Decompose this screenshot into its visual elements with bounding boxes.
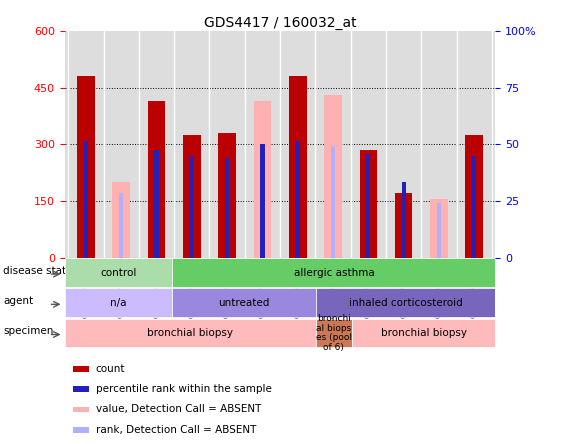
Bar	[148, 101, 166, 258]
Bar	[367, 154, 370, 258]
Bar	[316, 288, 495, 317]
Bar	[324, 95, 342, 258]
Title: GDS4417 / 160032_at: GDS4417 / 160032_at	[204, 16, 356, 30]
Bar	[225, 158, 229, 258]
Bar	[466, 135, 483, 258]
Text: disease state: disease state	[3, 266, 73, 276]
Text: bronchial biopsy: bronchial biopsy	[381, 328, 467, 338]
Bar	[65, 318, 316, 348]
Text: n/a: n/a	[110, 298, 127, 308]
Bar	[253, 101, 271, 258]
Bar	[154, 150, 159, 258]
Text: control: control	[100, 268, 137, 278]
Bar	[65, 258, 172, 287]
Text: value, Detection Call = ABSENT: value, Detection Call = ABSENT	[96, 404, 261, 414]
Text: bronchial biopsy: bronchial biopsy	[148, 328, 234, 338]
Bar	[119, 194, 123, 258]
Bar	[430, 199, 448, 258]
Bar	[65, 288, 172, 317]
Bar	[218, 133, 236, 258]
Bar	[73, 427, 89, 432]
Bar	[73, 386, 89, 392]
Bar	[77, 76, 95, 258]
Bar	[360, 150, 377, 258]
Bar	[472, 156, 476, 258]
Text: rank, Detection Call = ABSENT: rank, Detection Call = ABSENT	[96, 425, 256, 435]
Text: percentile rank within the sample: percentile rank within the sample	[96, 384, 271, 394]
Text: count: count	[96, 364, 125, 374]
Bar	[296, 141, 300, 258]
Bar	[190, 156, 194, 258]
Bar	[331, 146, 335, 258]
Text: allergic asthma: allergic asthma	[293, 268, 374, 278]
Bar	[183, 135, 200, 258]
Bar	[172, 258, 495, 287]
Bar	[401, 182, 406, 258]
Bar	[113, 182, 130, 258]
Text: agent: agent	[3, 296, 33, 306]
Bar	[172, 288, 316, 317]
Bar	[260, 144, 265, 258]
Bar	[316, 318, 352, 348]
Text: specimen: specimen	[3, 326, 53, 337]
Text: inhaled corticosteroid: inhaled corticosteroid	[349, 298, 463, 308]
Bar	[395, 194, 413, 258]
Bar	[84, 141, 88, 258]
Bar	[73, 366, 89, 372]
Bar	[437, 203, 441, 258]
Bar	[331, 150, 335, 258]
Text: bronchi
al biops
es (pool
of 6): bronchi al biops es (pool of 6)	[316, 314, 352, 352]
Bar	[73, 407, 89, 412]
Bar	[352, 318, 495, 348]
Bar	[289, 76, 307, 258]
Text: untreated: untreated	[218, 298, 270, 308]
